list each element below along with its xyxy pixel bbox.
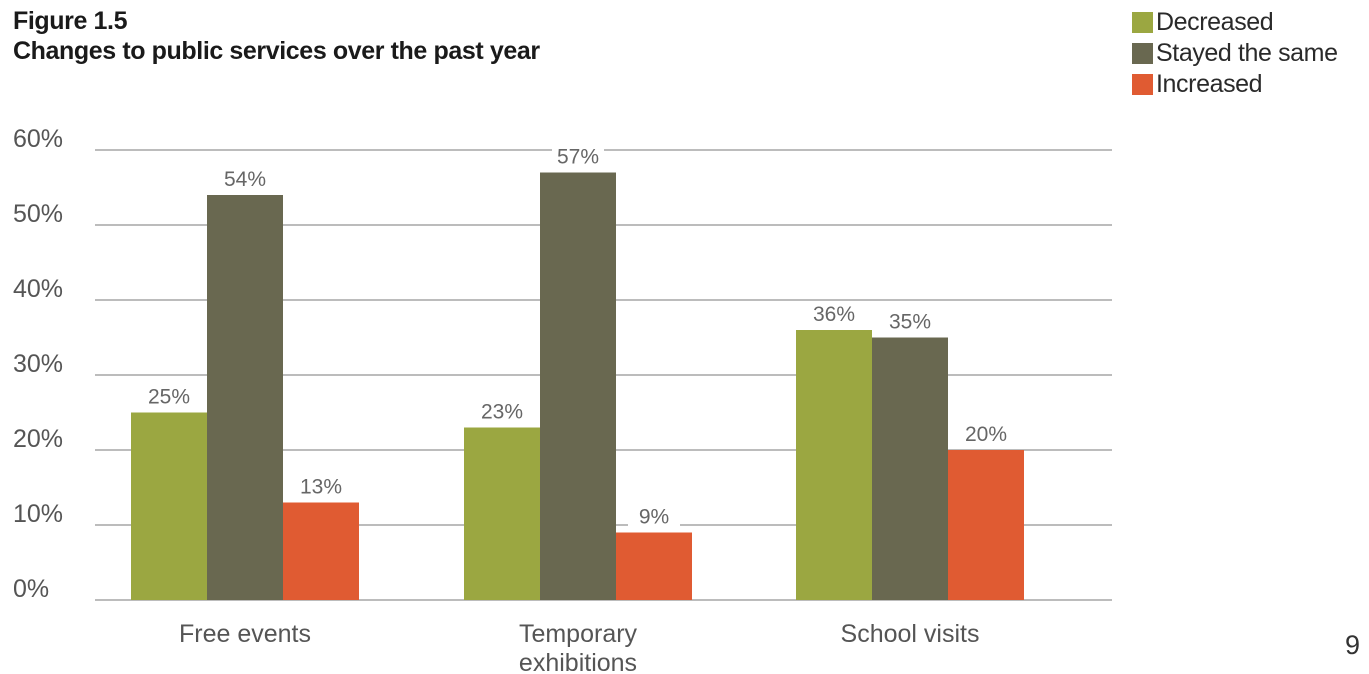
x-category-label: School visits [841, 620, 980, 648]
data-label: 36% [813, 303, 855, 326]
y-tick-label: 0% [13, 575, 49, 603]
data-label: 9% [639, 506, 669, 529]
figure-label: Figure 1.5 [13, 6, 540, 36]
legend: Decreased Stayed the same Increased [1132, 7, 1338, 100]
legend-label: Decreased [1156, 7, 1273, 38]
bar-increased [616, 533, 692, 601]
bar-stayed-the-same [540, 173, 616, 601]
data-label: 23% [481, 401, 523, 424]
x-category-label: Temporary exhibitions [519, 620, 638, 674]
y-tick-label: 20% [13, 425, 63, 453]
data-label: 35% [889, 311, 931, 334]
data-label: 57% [557, 146, 599, 169]
legend-item: Decreased [1132, 7, 1338, 38]
legend-swatch [1132, 12, 1153, 33]
bar-stayed-the-same [872, 338, 948, 601]
y-tick-label: 50% [13, 200, 63, 228]
data-label: 20% [965, 423, 1007, 446]
x-category-label: Free events [179, 620, 311, 648]
y-tick-label: 40% [13, 275, 63, 303]
y-tick-label: 60% [13, 125, 63, 153]
legend-item: Increased [1132, 69, 1338, 100]
page-number: 9 [1320, 630, 1360, 661]
data-label: 25% [148, 386, 190, 409]
chart-title: Changes to public services over the past… [13, 36, 540, 66]
bar-decreased [131, 413, 207, 601]
bar-decreased [796, 330, 872, 600]
legend-label: Stayed the same [1156, 38, 1338, 69]
legend-swatch [1132, 43, 1153, 64]
y-tick-label: 30% [13, 350, 63, 378]
legend-item: Stayed the same [1132, 38, 1338, 69]
bar-increased [948, 450, 1024, 600]
bar-decreased [464, 428, 540, 601]
legend-swatch [1132, 74, 1153, 95]
data-label: 13% [300, 476, 342, 499]
figure-heading: Figure 1.5 Changes to public services ov… [13, 6, 540, 66]
bar-increased [283, 503, 359, 601]
legend-label: Increased [1156, 69, 1262, 100]
bar-stayed-the-same [207, 195, 283, 600]
y-tick-label: 10% [13, 500, 63, 528]
data-label: 54% [224, 168, 266, 191]
